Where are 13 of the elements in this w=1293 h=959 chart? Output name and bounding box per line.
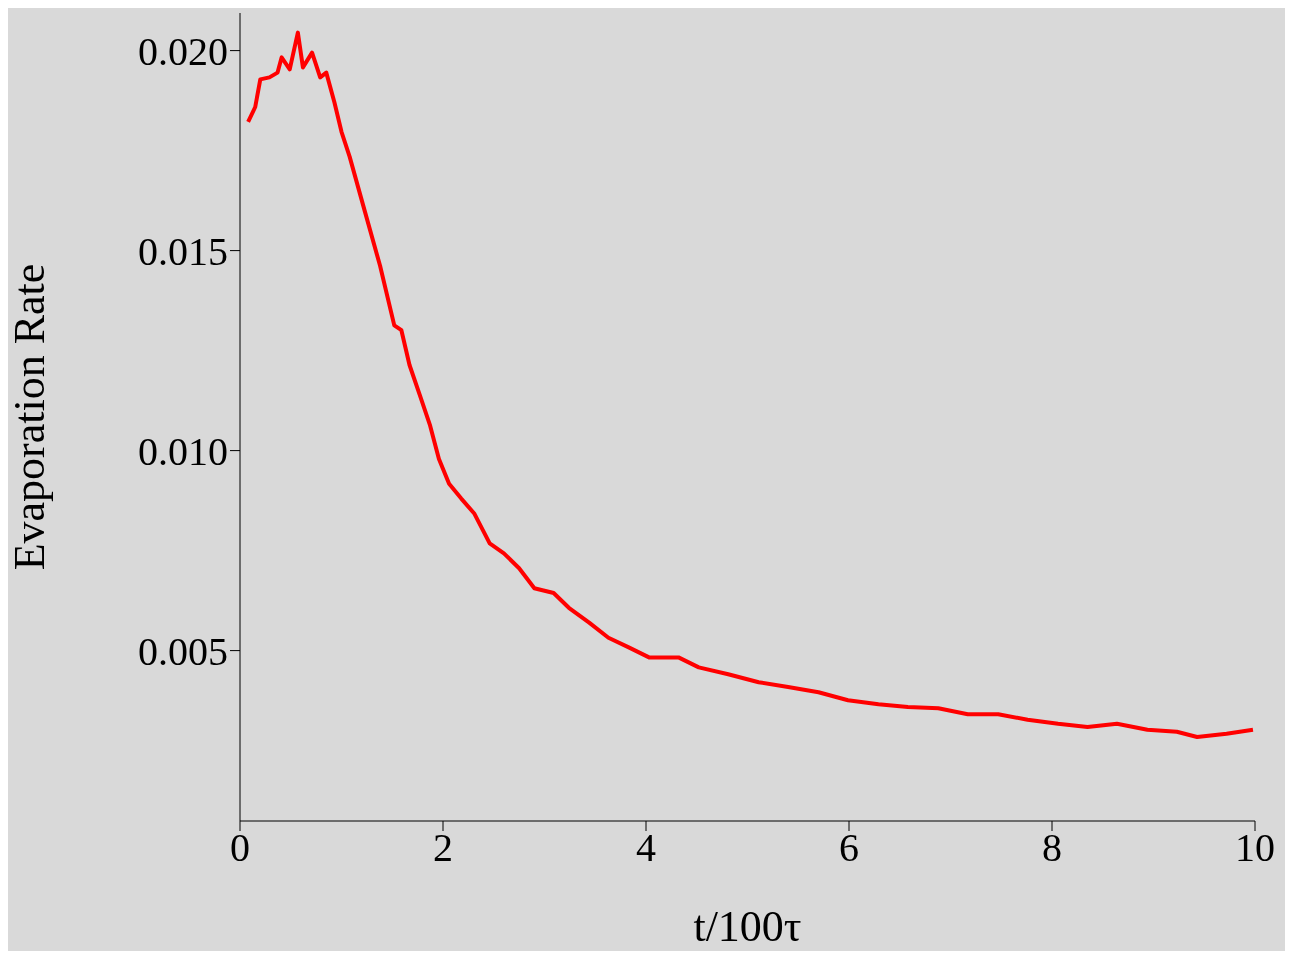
y-tick-label: 0.005 bbox=[138, 628, 228, 674]
x-tick-label: 10 bbox=[1235, 825, 1275, 871]
x-axis-title: t/100τ bbox=[693, 902, 802, 951]
y-tick-label: 0.015 bbox=[138, 228, 228, 274]
x-tick-label: 4 bbox=[636, 825, 656, 871]
x-tick-label: 0 bbox=[230, 825, 250, 871]
x-tick-label: 2 bbox=[433, 825, 453, 871]
line-series bbox=[246, 30, 1255, 739]
x-tick-label: 8 bbox=[1042, 825, 1062, 871]
x-tick-label: 6 bbox=[839, 825, 859, 871]
y-tick-label: 0.020 bbox=[138, 28, 228, 74]
y-tick-label: 0.010 bbox=[138, 428, 228, 474]
y-axis-title: Evaporation Rate bbox=[4, 263, 54, 571]
